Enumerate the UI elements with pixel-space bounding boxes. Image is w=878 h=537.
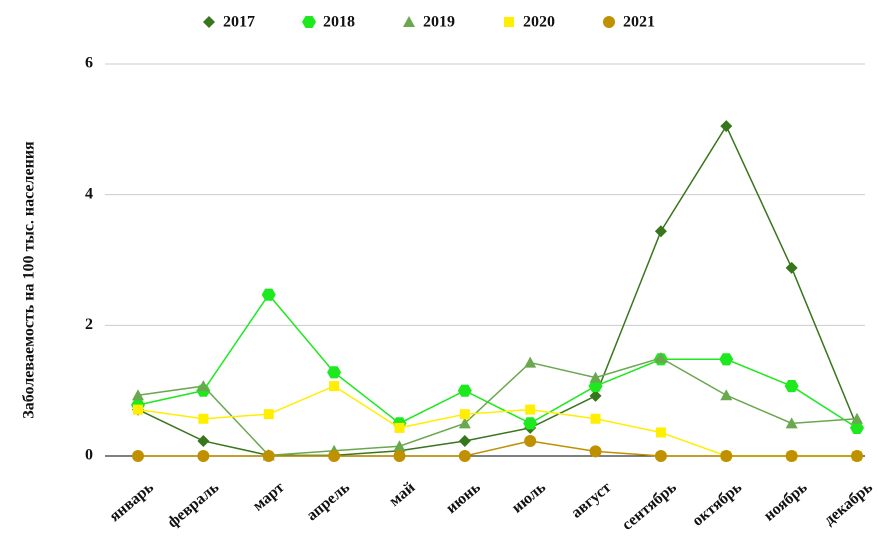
series-line xyxy=(137,124,858,457)
legend-label: 2019 xyxy=(423,14,455,31)
legend-label: 2018 xyxy=(323,14,355,31)
marker xyxy=(132,389,144,401)
y-axis-label: Заболеваемость на 100 тыс. населения xyxy=(21,141,38,419)
marker xyxy=(327,366,342,379)
marker xyxy=(523,417,538,430)
marker xyxy=(262,450,275,462)
y-tick-label: 0 xyxy=(85,447,93,464)
marker xyxy=(302,15,316,29)
x-tick-label: февраль xyxy=(164,479,222,532)
marker xyxy=(785,417,798,429)
x-tick-label: декабрь xyxy=(821,479,876,529)
marker xyxy=(203,16,215,28)
marker xyxy=(524,356,537,368)
x-tick-label: июнь xyxy=(443,479,484,518)
marker xyxy=(403,16,415,27)
marker xyxy=(458,450,471,462)
marker xyxy=(197,380,210,392)
marker xyxy=(720,450,733,462)
x-tick-label: июль xyxy=(509,479,550,517)
marker xyxy=(458,417,471,429)
marker xyxy=(655,427,666,438)
marker xyxy=(263,409,274,420)
marker xyxy=(603,16,615,28)
marker xyxy=(328,450,341,462)
marker xyxy=(785,261,798,274)
y-tick-label: 2 xyxy=(85,316,93,333)
series-line xyxy=(137,385,857,457)
marker xyxy=(459,409,470,420)
marker xyxy=(720,120,733,133)
x-tick-label: октябрь xyxy=(689,479,745,530)
marker xyxy=(589,371,602,383)
marker xyxy=(329,381,340,392)
x-tick-label: сентябрь xyxy=(619,479,680,534)
y-tick-label: 6 xyxy=(85,55,93,72)
series-line xyxy=(138,440,857,457)
marker xyxy=(588,380,603,393)
marker xyxy=(589,445,602,458)
marker xyxy=(261,288,276,301)
marker xyxy=(457,384,472,397)
marker xyxy=(589,389,602,402)
marker xyxy=(393,440,406,452)
x-tick-label: август xyxy=(568,479,615,522)
marker xyxy=(654,225,667,238)
marker xyxy=(133,404,143,415)
marker xyxy=(851,450,863,462)
marker xyxy=(394,422,405,433)
marker xyxy=(654,450,667,462)
legend-label: 2020 xyxy=(523,14,555,31)
marker xyxy=(198,413,209,424)
marker xyxy=(785,450,798,462)
x-tick-label: ноябрь xyxy=(761,479,811,525)
marker xyxy=(851,412,863,424)
legend-label: 2021 xyxy=(623,14,655,31)
x-tick-label: январь xyxy=(106,479,157,526)
marker xyxy=(504,17,514,27)
marker xyxy=(784,380,799,393)
marker xyxy=(393,450,406,462)
marker xyxy=(654,352,667,363)
x-tick-label: апрель xyxy=(303,479,353,525)
x-tick-label: март xyxy=(250,479,288,515)
marker xyxy=(524,434,537,447)
marker xyxy=(719,353,734,366)
y-tick-label: 4 xyxy=(85,185,93,202)
series xyxy=(132,434,863,462)
marker xyxy=(525,404,536,415)
marker xyxy=(132,450,144,462)
legend-label: 2017 xyxy=(223,14,255,31)
marker xyxy=(590,413,601,424)
x-tick-label: май xyxy=(386,479,418,510)
series-line xyxy=(137,357,858,457)
marker xyxy=(197,450,210,462)
series-line xyxy=(137,293,858,429)
series xyxy=(132,120,863,462)
marker xyxy=(458,434,471,447)
marker xyxy=(720,389,733,401)
marker xyxy=(850,421,864,434)
marker xyxy=(197,434,210,447)
